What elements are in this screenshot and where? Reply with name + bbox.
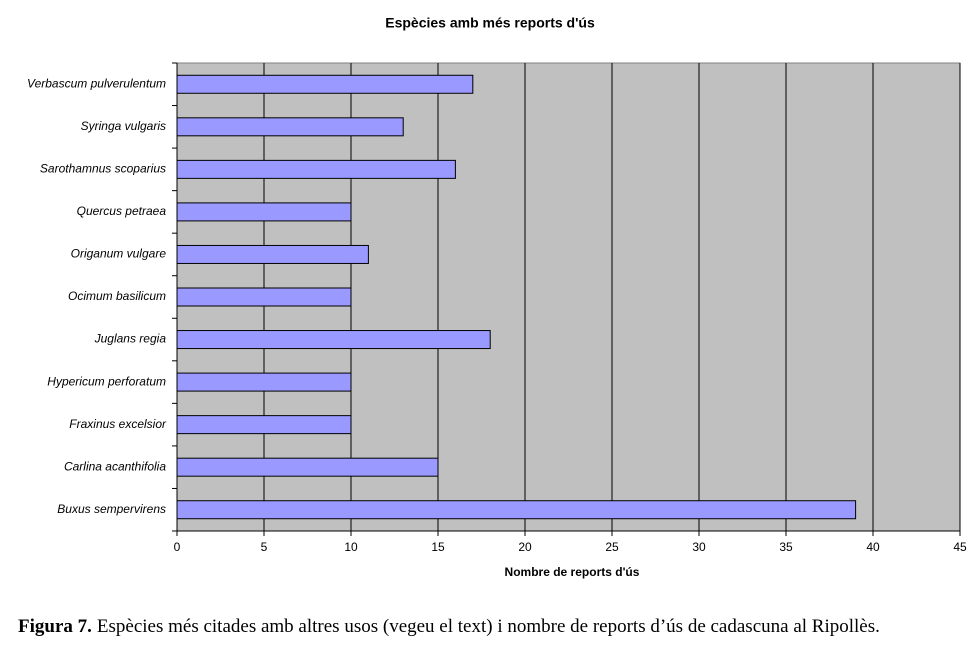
bar (176, 372, 352, 392)
x-tick-label: 35 (779, 540, 793, 554)
bar (176, 457, 439, 477)
caption: Figura 7. Espècies més citades amb altres… (18, 616, 880, 637)
y-tick-label: Buxus sempervirens (57, 502, 166, 516)
y-tick-label: Ocimum basilicum (68, 289, 166, 303)
bar (176, 202, 352, 222)
x-tick-label: 45 (953, 540, 967, 554)
x-tick-label: 10 (344, 540, 358, 554)
y-tick-label: Syringa vulgaris (81, 119, 166, 133)
x-tick-label: 25 (605, 540, 619, 554)
x-tick-label: 30 (692, 540, 706, 554)
y-tick-label: Fraxinus excelsior (69, 417, 167, 431)
y-tick-label: Verbascum pulverulentum (27, 76, 166, 90)
x-tick-label: 0 (174, 540, 181, 554)
x-tick-label: 15 (431, 540, 445, 554)
y-tick-label: Juglans regia (94, 332, 167, 346)
bar (176, 74, 474, 94)
y-tick-label: Origanum vulgare (71, 247, 167, 261)
x-tick-label: 5 (261, 540, 268, 554)
bar (176, 159, 456, 179)
chart-title: Espècies amb més reports d'ús (385, 15, 595, 31)
y-tick-label: Sarothamnus scoparius (40, 162, 166, 176)
x-axis-label: Nombre de reports d'ús (505, 565, 640, 579)
bar (176, 287, 352, 307)
y-tick-label: Hypericum perforatum (47, 374, 166, 388)
x-tick-label: 40 (866, 540, 880, 554)
y-tick-label: Carlina acanthifolia (64, 459, 166, 473)
bar (176, 117, 404, 137)
bar (176, 500, 857, 520)
bar (176, 415, 352, 435)
caption-text: Espècies més citades amb altres usos (ve… (97, 616, 880, 637)
bar (176, 330, 491, 350)
caption-label: Figura 7. (18, 616, 92, 637)
x-tick-label: 20 (518, 540, 532, 554)
bar (176, 244, 369, 264)
y-tick-label: Quercus petraea (77, 204, 167, 218)
